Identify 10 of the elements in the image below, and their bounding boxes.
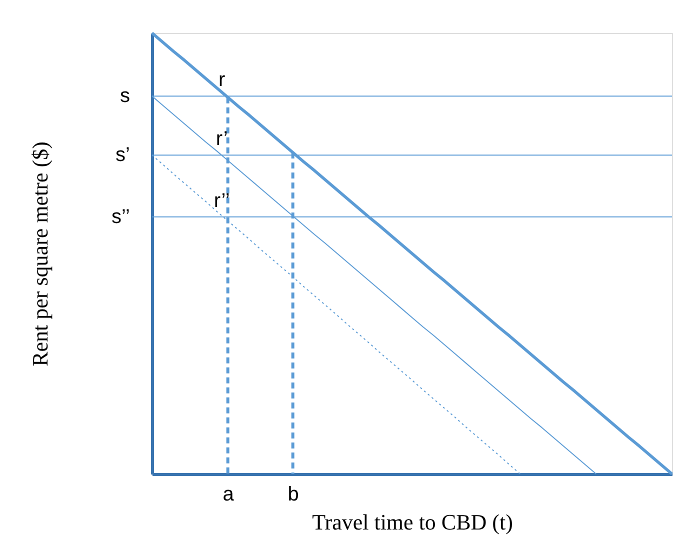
y-axis-title: Rent per square metre ($) — [28, 142, 52, 366]
x-tick-label: a — [222, 484, 235, 506]
ref-line-label: s’’ — [111, 206, 130, 228]
annotation: r’ — [216, 128, 228, 150]
ref-line-label: s’ — [116, 144, 130, 166]
ref-line-label: s — [120, 85, 130, 108]
annotation: r’’ — [214, 190, 230, 212]
annotation: r — [218, 69, 226, 92]
x-axis-title: Travel time to CBD (t) — [312, 510, 513, 534]
x-tick-label: b — [288, 484, 299, 506]
